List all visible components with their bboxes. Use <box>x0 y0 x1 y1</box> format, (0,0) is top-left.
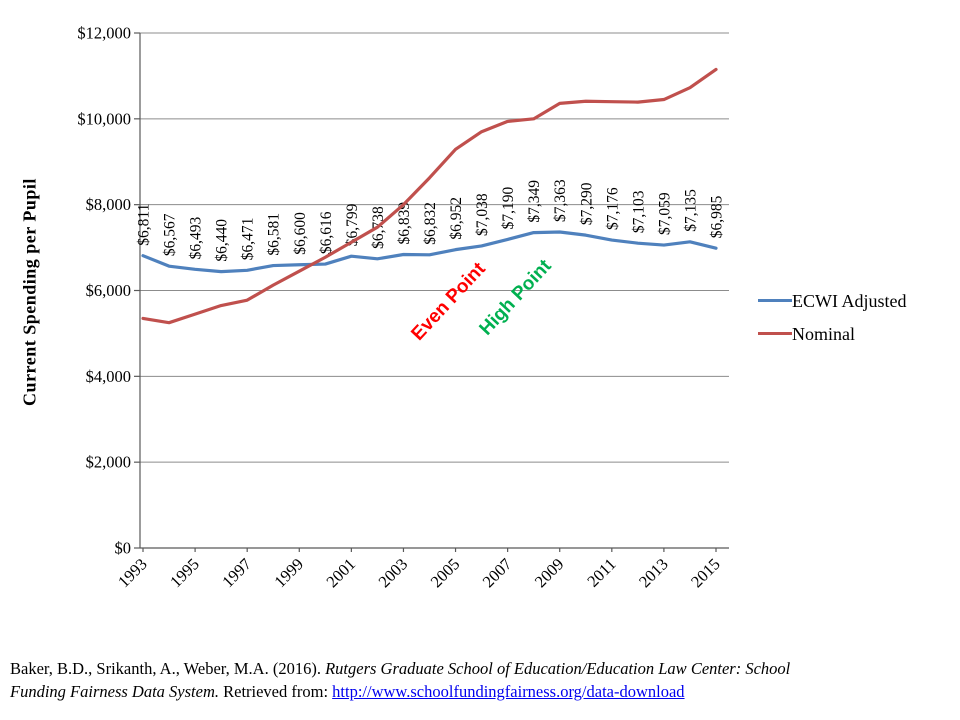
legend-item-ecwi-adjusted: ECWI Adjusted <box>758 284 907 317</box>
data-label: $6,581 <box>266 213 283 256</box>
data-label: $7,290 <box>578 182 595 225</box>
y-tick-label: $0 <box>115 539 132 558</box>
legend-label-ecwi-adjusted: ECWI Adjusted <box>792 290 907 311</box>
citation-segment: Funding Fairness Data System. <box>10 682 219 701</box>
data-label: $7,059 <box>656 192 673 235</box>
citation-line-1: Baker, B.D., Srikanth, A., Weber, M.A. (… <box>10 657 940 680</box>
legend-label-nominal: Nominal <box>792 323 855 344</box>
y-tick-label: $10,000 <box>77 109 131 128</box>
x-tick-label: 1999 <box>270 554 307 591</box>
data-label: $6,493 <box>188 216 205 259</box>
citation-segment: Baker, B.D., Srikanth, A., Weber, M.A. (… <box>10 659 326 678</box>
data-label: $7,135 <box>682 189 699 232</box>
citation-segment: Rutgers Graduate School of Education/Edu… <box>325 659 791 678</box>
data-label: $7,190 <box>500 187 517 230</box>
x-tick-label: 2003 <box>375 554 412 591</box>
data-label: $6,832 <box>422 202 439 245</box>
x-tick-label: 2011 <box>583 554 619 590</box>
data-label: $6,799 <box>344 203 361 246</box>
data-label: $7,103 <box>630 190 647 233</box>
data-label: $7,038 <box>474 193 491 236</box>
data-label: $6,471 <box>240 218 257 261</box>
legend-item-nominal: Nominal <box>758 317 907 350</box>
y-axis-title: Current Spending per Pupil <box>19 178 40 406</box>
y-tick-label: $6,000 <box>86 281 131 300</box>
data-label: $6,600 <box>292 212 309 255</box>
citation-link[interactable]: http://www.schoolfundingfairness.org/dat… <box>332 682 685 701</box>
x-tick-label: 2001 <box>322 554 359 591</box>
data-label: $7,349 <box>526 180 543 223</box>
nominal-line <box>141 67 718 325</box>
y-tick-label: $12,000 <box>77 24 131 43</box>
legend: ECWI Adjusted Nominal <box>758 284 907 350</box>
x-tick-label: 2013 <box>635 554 672 591</box>
citation-line-2: Funding Fairness Data System. Retrieved … <box>10 680 940 703</box>
data-label: $6,440 <box>214 219 231 262</box>
y-tick-label: $2,000 <box>86 453 131 472</box>
x-tick-label: 2005 <box>427 554 464 591</box>
ecwi-adjusted-line <box>141 230 718 274</box>
data-label: $6,985 <box>709 195 726 238</box>
data-label: $6,952 <box>448 197 465 240</box>
data-label: $6,811 <box>136 204 153 246</box>
citation: Baker, B.D., Srikanth, A., Weber, M.A. (… <box>10 657 940 703</box>
y-tick-label: $4,000 <box>86 367 131 386</box>
x-tick-label: 2007 <box>479 554 516 591</box>
ecwi-adjusted-line-swatch <box>758 298 792 303</box>
y-tick-label: $8,000 <box>86 195 131 214</box>
x-tick-label: 1995 <box>166 554 203 591</box>
nominal-line-swatch <box>758 331 792 336</box>
data-label: $7,363 <box>552 179 569 222</box>
x-tick-label: 2015 <box>687 554 724 591</box>
spending-line-chart: $0 $2,000 $4,000 $6,000 $8,000 $10,000 $12,000… <box>77 24 729 591</box>
citation-segment: Retrieved from: <box>218 682 333 701</box>
x-tick-label: 2009 <box>531 554 568 591</box>
data-label: $7,176 <box>604 187 621 230</box>
x-tick-label: 1993 <box>114 554 151 591</box>
x-tick-label: 1997 <box>218 554 255 591</box>
data-label: $6,567 <box>162 213 179 256</box>
data-label: $6,839 <box>396 202 413 245</box>
data-label: $6,616 <box>318 211 335 254</box>
